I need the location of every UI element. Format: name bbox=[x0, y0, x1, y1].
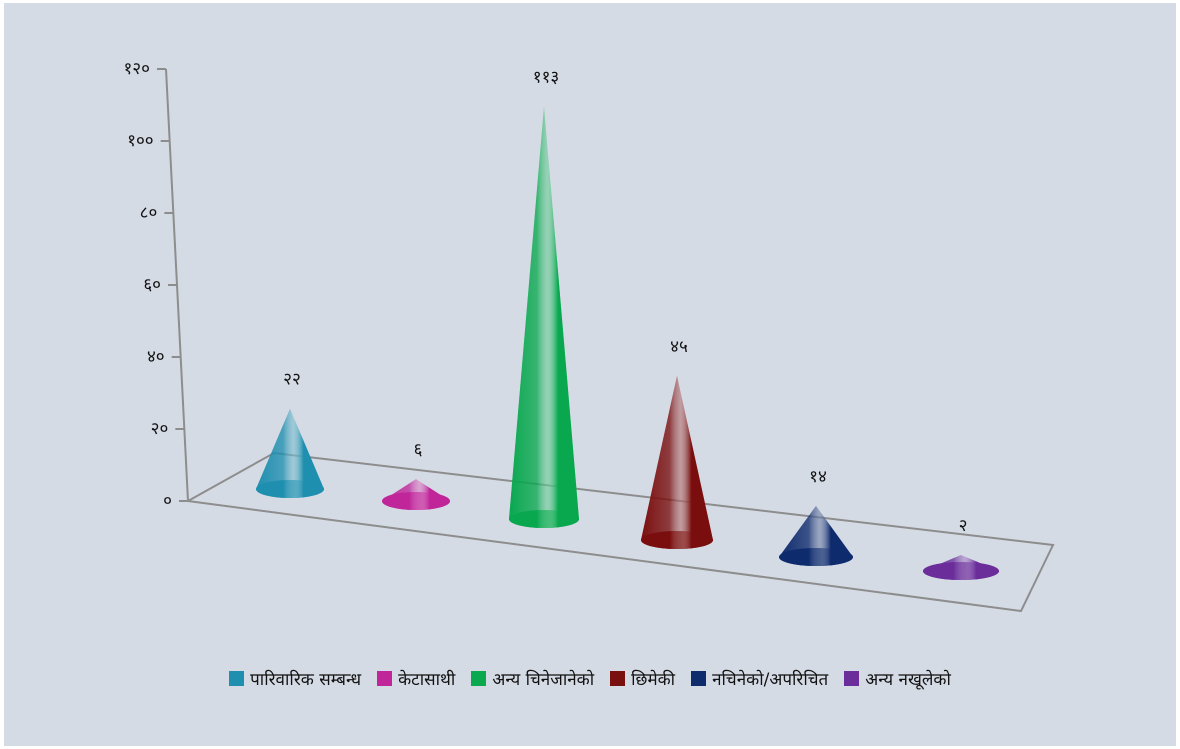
cone-shade bbox=[509, 106, 579, 529]
cone-shade bbox=[641, 375, 713, 549]
cone-body bbox=[779, 505, 853, 566]
chart-floor bbox=[184, 451, 1055, 613]
legend-label: नचिनेको/अपरिचित bbox=[712, 670, 829, 690]
cone-body bbox=[509, 106, 579, 529]
data-label: ११३ bbox=[533, 68, 560, 88]
legend-label: पारिवारिक सम्बन्ध bbox=[250, 670, 362, 690]
legend-item: नचिनेको/अपरिचित bbox=[691, 667, 828, 690]
y-tick-label: ८० bbox=[140, 203, 158, 223]
legend-label: छिमेकी bbox=[631, 670, 676, 690]
chart-legend: पारिवारिक सम्बन्ध केटासाथी अन्य चिनेजानेको… bbox=[4, 667, 1176, 690]
cone-chart: ० २० ४० ६० ८० १०० १२० २२ ६ ११३ ४५ १४ २ bbox=[123, 59, 1055, 613]
legend-swatch bbox=[691, 671, 707, 686]
y-tick-label: ० bbox=[163, 491, 172, 511]
cone-body bbox=[641, 375, 713, 549]
cone-mark bbox=[509, 106, 579, 529]
cone-mark bbox=[256, 408, 324, 498]
legend-item: केटासाथी bbox=[377, 667, 455, 690]
legend-item: अन्य चिनेजानेको bbox=[471, 667, 594, 690]
data-label: ४५ bbox=[670, 337, 688, 357]
y-tick-label: २० bbox=[151, 419, 169, 439]
cone-shade bbox=[382, 479, 450, 510]
cone-mark bbox=[641, 375, 713, 549]
data-label: २ bbox=[959, 516, 968, 536]
legend-swatch bbox=[471, 671, 487, 686]
cone-mark bbox=[923, 555, 999, 580]
legend-item: छिमेकी bbox=[610, 667, 675, 690]
legend-swatch bbox=[844, 671, 860, 686]
cone-body bbox=[382, 479, 450, 510]
cone-shade bbox=[923, 555, 999, 580]
y-tick-label: ४० bbox=[147, 347, 165, 367]
y-tick-label: १०० bbox=[127, 131, 154, 151]
cone-mark bbox=[382, 479, 450, 510]
legend-label: अन्य नखूलेको bbox=[865, 670, 951, 690]
legend-label: केटासाथी bbox=[398, 670, 456, 690]
data-label: २२ bbox=[283, 370, 301, 390]
legend-swatch bbox=[229, 671, 245, 686]
cone-mark bbox=[779, 505, 853, 566]
chart-area: ० २० ४० ६० ८० १०० १२० २२ ६ ११३ ४५ १४ २ पारिवारिक सम… bbox=[4, 3, 1176, 746]
y-tick-label: १२० bbox=[123, 59, 150, 79]
legend-swatch bbox=[377, 671, 393, 686]
legend-swatch bbox=[610, 671, 626, 686]
cone-shade bbox=[256, 408, 324, 498]
data-label: ६ bbox=[414, 440, 423, 460]
y-tick-label: ६० bbox=[143, 275, 161, 295]
cone-body bbox=[923, 555, 999, 580]
legend-label: अन्य चिनेजानेको bbox=[492, 670, 595, 690]
legend-item: अन्य नखूलेको bbox=[844, 667, 951, 690]
data-label: १४ bbox=[809, 467, 827, 487]
cone-shade bbox=[779, 505, 853, 566]
cone-body bbox=[256, 408, 324, 498]
legend-item: पारिवारिक सम्बन्ध bbox=[229, 667, 361, 690]
